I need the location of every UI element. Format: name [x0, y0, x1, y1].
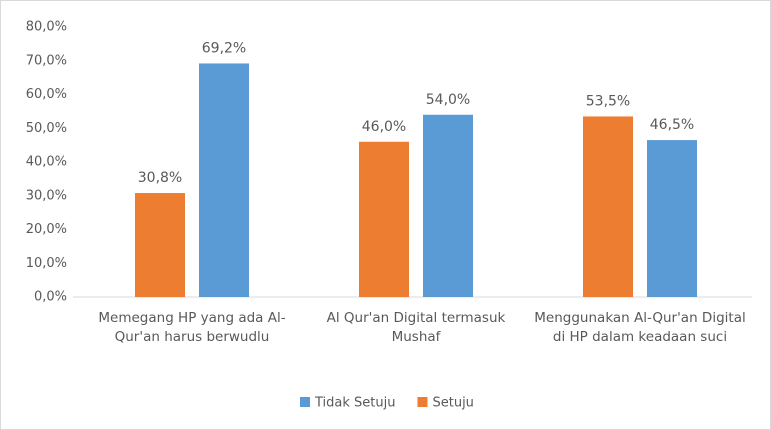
- y-tick-label: 0,0%: [34, 290, 67, 305]
- y-tick-label: 10,0%: [26, 256, 67, 271]
- y-tick-label: 40,0%: [26, 155, 67, 170]
- legend-swatch: [417, 397, 428, 407]
- bar: [359, 141, 409, 297]
- bar: [135, 193, 185, 297]
- data-label: 69,2%: [202, 40, 246, 56]
- legend-label: Tidak Setuju: [314, 396, 395, 411]
- y-tick-label: 70,0%: [26, 53, 67, 68]
- x-tick-label: Memegang HP yang ada Al-Qur'an harus ber…: [98, 310, 286, 345]
- data-label: 54,0%: [426, 92, 470, 108]
- y-tick-label: 80,0%: [26, 20, 67, 35]
- y-tick-label: 30,0%: [26, 188, 67, 203]
- data-label: 53,5%: [586, 93, 630, 109]
- y-tick-label: 20,0%: [26, 222, 67, 237]
- legend-swatch: [300, 397, 310, 407]
- bar: [199, 63, 249, 298]
- bar: [423, 114, 473, 297]
- bar: [583, 116, 633, 297]
- y-tick-label: 60,0%: [26, 87, 67, 102]
- data-label: 46,0%: [362, 119, 406, 135]
- legend-label: Setuju: [432, 396, 473, 411]
- bar: [647, 140, 697, 297]
- data-label: 46,5%: [650, 117, 694, 133]
- x-tick-label: Al Qur'an Digital termasuk Mushaf: [326, 310, 506, 345]
- data-label: 30,8%: [138, 170, 182, 186]
- y-tick-label: 50,0%: [26, 121, 67, 136]
- x-tick-label: Menggunakan Al-Qur'an Digital di HP dala…: [534, 310, 746, 345]
